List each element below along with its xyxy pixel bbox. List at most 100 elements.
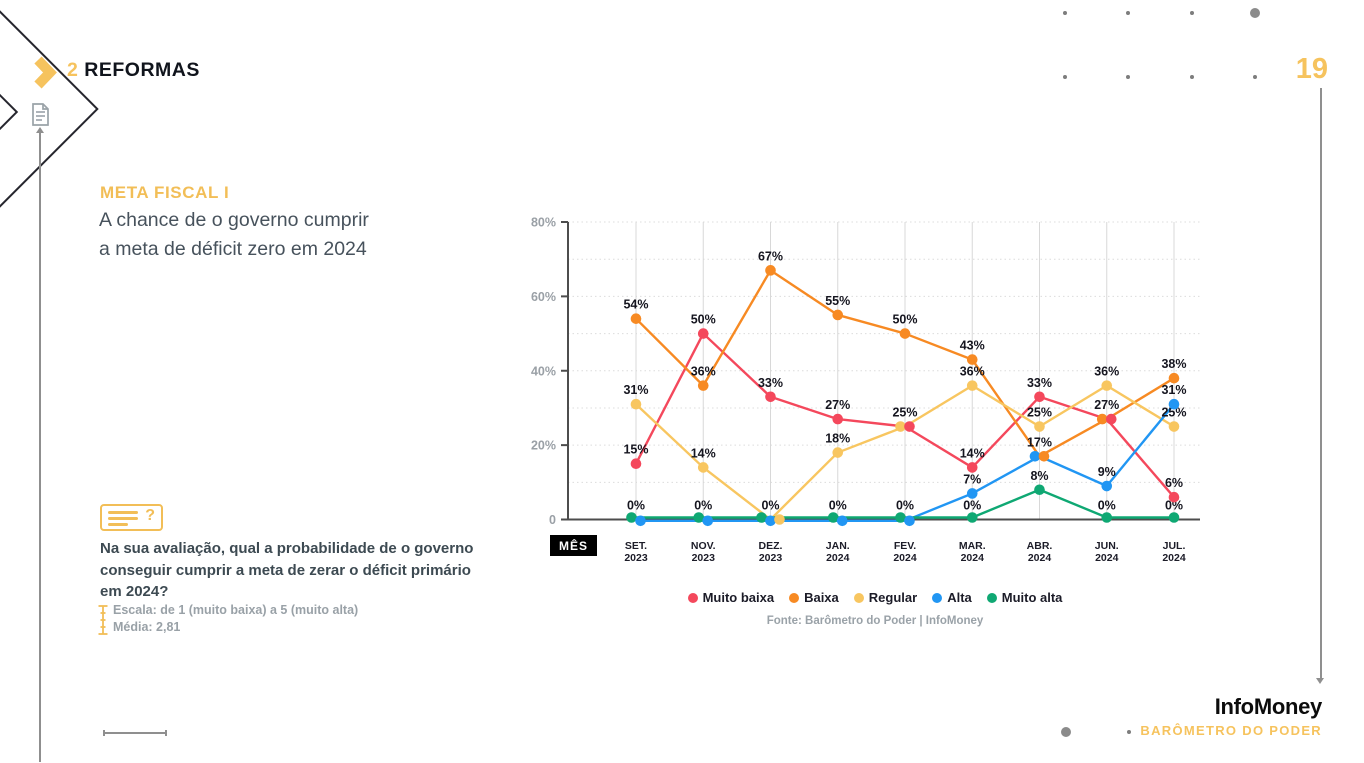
data-point: [765, 391, 776, 403]
data-point: [895, 421, 906, 432]
data-point: [827, 512, 839, 523]
month-label: JUN.: [1095, 540, 1119, 552]
legend-item: Baixa: [789, 590, 839, 605]
data-label: 0%: [1098, 499, 1116, 513]
data-label: 6%: [1165, 476, 1183, 490]
scale-ruler-icon: [98, 605, 108, 635]
data-label: 18%: [825, 432, 850, 446]
decor-dot: [1253, 75, 1257, 79]
data-point: [895, 512, 906, 523]
data-label: 25%: [892, 406, 917, 420]
data-label: 33%: [758, 376, 783, 390]
legend-dot-icon: [687, 592, 698, 603]
guide-line-arrow-up: [36, 127, 44, 133]
data-point: [697, 462, 709, 473]
legend-item: Muito alta: [986, 590, 1063, 605]
month-year-label: 2024: [893, 552, 917, 564]
decor-dot: [1250, 8, 1260, 18]
data-point: [1034, 421, 1045, 432]
question-text: Na sua avaliação, qual a probabilidade d…: [100, 540, 474, 600]
x-axis-label-box: [550, 535, 597, 556]
data-label: 0%: [1165, 499, 1183, 513]
data-point: [904, 515, 915, 527]
month-label: ABR.: [1027, 540, 1053, 552]
data-point: [702, 515, 714, 527]
data-point: [765, 515, 776, 527]
data-label: 0%: [761, 499, 779, 513]
data-label: 14%: [691, 446, 716, 460]
product-name: BARÔMETRO DO PODER: [1140, 723, 1322, 738]
y-tick-label: 60%: [531, 290, 556, 304]
data-point: [1168, 398, 1180, 410]
decor-dot: [1126, 11, 1130, 15]
section-title-text: REFORMAS: [84, 59, 200, 81]
data-label: 25%: [1161, 406, 1186, 420]
month-label: DEZ.: [759, 540, 783, 552]
data-point: [1168, 421, 1180, 432]
data-point: [630, 458, 642, 470]
chart-source: Fonte: Barômetro do Poder | InfoMoney: [766, 615, 984, 627]
scale-block: Escala: de 1 (muito baixa) a 5 (muito al…: [113, 602, 358, 636]
legend-dot-icon: [932, 592, 943, 603]
data-point: [1029, 450, 1041, 462]
data-point: [697, 328, 709, 339]
month-label: SET.: [625, 540, 647, 552]
data-point: [626, 512, 637, 523]
data-label: 36%: [1094, 365, 1119, 379]
y-tick-label: 20%: [531, 439, 556, 453]
data-label: 0%: [627, 499, 645, 513]
data-label: 50%: [892, 313, 917, 327]
legend-label: Alta: [947, 590, 972, 605]
data-point: [765, 265, 776, 276]
data-point: [966, 380, 978, 391]
decor-dot: [1127, 730, 1131, 734]
data-point: [693, 512, 705, 523]
section-number: 2: [67, 59, 79, 81]
data-label: 15%: [623, 443, 648, 457]
month-label: NOV.: [691, 540, 716, 552]
data-point: [630, 313, 642, 324]
chevron-icon: [34, 56, 57, 89]
month-year-label: 2023: [692, 552, 716, 564]
data-point: [832, 413, 844, 425]
data-point: [1168, 491, 1180, 503]
month-label: JUL.: [1163, 540, 1186, 552]
data-point: [697, 380, 709, 391]
legend-label: Muito alta: [1001, 590, 1063, 605]
data-label: 33%: [1027, 376, 1052, 390]
chart-legend: Muito baixa Baixa Regular Alta Muito alta: [530, 590, 1220, 605]
month-year-label: 2023: [759, 552, 783, 564]
data-point: [1038, 450, 1050, 462]
card-subtitle: A chance de o governo cumprir a meta de …: [99, 209, 369, 260]
legend-dot-icon: [789, 592, 800, 603]
data-label: 36%: [960, 365, 985, 379]
y-tick-label: 0: [549, 513, 556, 527]
decor-dot: [1126, 75, 1130, 79]
data-label: 0%: [829, 499, 847, 513]
data-label: 27%: [1094, 398, 1119, 412]
data-point: [904, 421, 915, 432]
section-title: 2 REFORMAS: [67, 59, 200, 82]
data-label: 0%: [694, 499, 712, 513]
legend-item: Alta: [932, 590, 972, 605]
data-label: 8%: [1030, 469, 1048, 483]
legend-label: Regular: [868, 590, 918, 605]
data-label: 31%: [1161, 383, 1186, 397]
right-guide-line: [1320, 88, 1322, 678]
data-label: 9%: [1098, 465, 1116, 479]
data-label: 36%: [691, 365, 716, 379]
data-label: 50%: [691, 313, 716, 327]
legend-label: Baixa: [804, 590, 839, 605]
data-point: [1105, 413, 1117, 425]
document-icon: [32, 103, 49, 126]
card-title: META FISCAL I: [100, 183, 230, 202]
decor-dot: [1063, 75, 1067, 79]
data-label: 38%: [1161, 357, 1186, 371]
data-label: 14%: [960, 446, 985, 460]
brand-logo: InfoMoney: [1214, 694, 1323, 719]
month-label: JAN.: [826, 540, 850, 552]
data-label: 31%: [623, 383, 648, 397]
month-year-label: 2024: [1095, 552, 1119, 564]
decor-dot: [1190, 11, 1194, 15]
y-tick-label: 80%: [531, 216, 556, 230]
